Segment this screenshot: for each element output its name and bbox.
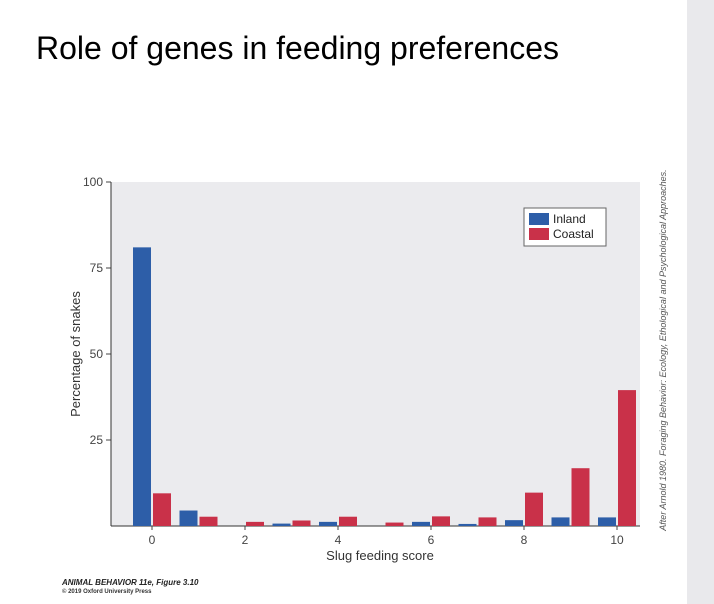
x-axis-title: Slug feeding score [326,548,434,563]
legend-swatch-inland [529,213,549,225]
slide-side-panel [687,0,714,604]
y-tick-label: 25 [90,433,104,447]
bar-coastal-score-1 [199,516,218,526]
legend-label-coastal: Coastal [553,227,594,241]
bar-inland-score-4 [319,521,337,526]
bar-coastal-score-8 [525,492,543,526]
bar-coastal-score-7 [478,517,497,526]
bar-inland-score-6 [412,521,430,526]
y-tick-label: 100 [83,175,103,189]
bar-inland-score-3 [272,523,291,526]
bar-coastal-score-9 [571,468,590,526]
x-tick-label: 8 [521,533,528,547]
bar-coastal-score-6 [432,516,450,526]
bar-coastal-score-0 [153,493,171,526]
y-axis-title: Percentage of snakes [68,291,83,417]
side-credit: After Arnold 1980. Foraging Behavior: Ec… [658,169,668,531]
x-tick-label: 2 [242,533,249,547]
bar-inland-score-10 [598,517,616,526]
y-tick-label: 50 [90,347,104,361]
bar-coastal-score-5 [385,522,404,526]
bar-inland-score-7 [458,523,477,526]
figure-copyright: © 2019 Oxford University Press [62,589,152,595]
legend-swatch-coastal [529,228,549,240]
x-tick-label: 10 [610,533,624,547]
x-tick-label: 0 [149,533,156,547]
x-tick-label: 6 [428,533,435,547]
x-tick-label: 4 [335,533,342,547]
bar-coastal-score-3 [292,520,311,526]
bar-coastal-score-2 [246,521,264,526]
figure-credit: ANIMAL BEHAVIOR 11e, Figure 3.10 [62,578,199,587]
legend-label-inland: Inland [553,212,586,226]
bar-inland-score-9 [551,517,570,526]
bar-inland-score-0 [133,247,151,527]
bar-inland-score-1 [179,510,198,526]
bar-coastal-score-4 [339,516,357,526]
slide-title: Role of genes in feeding preferences [36,30,560,66]
bar-coastal-score-10 [618,390,636,526]
bar-inland-score-8 [505,520,523,526]
y-tick-label: 75 [90,261,104,275]
